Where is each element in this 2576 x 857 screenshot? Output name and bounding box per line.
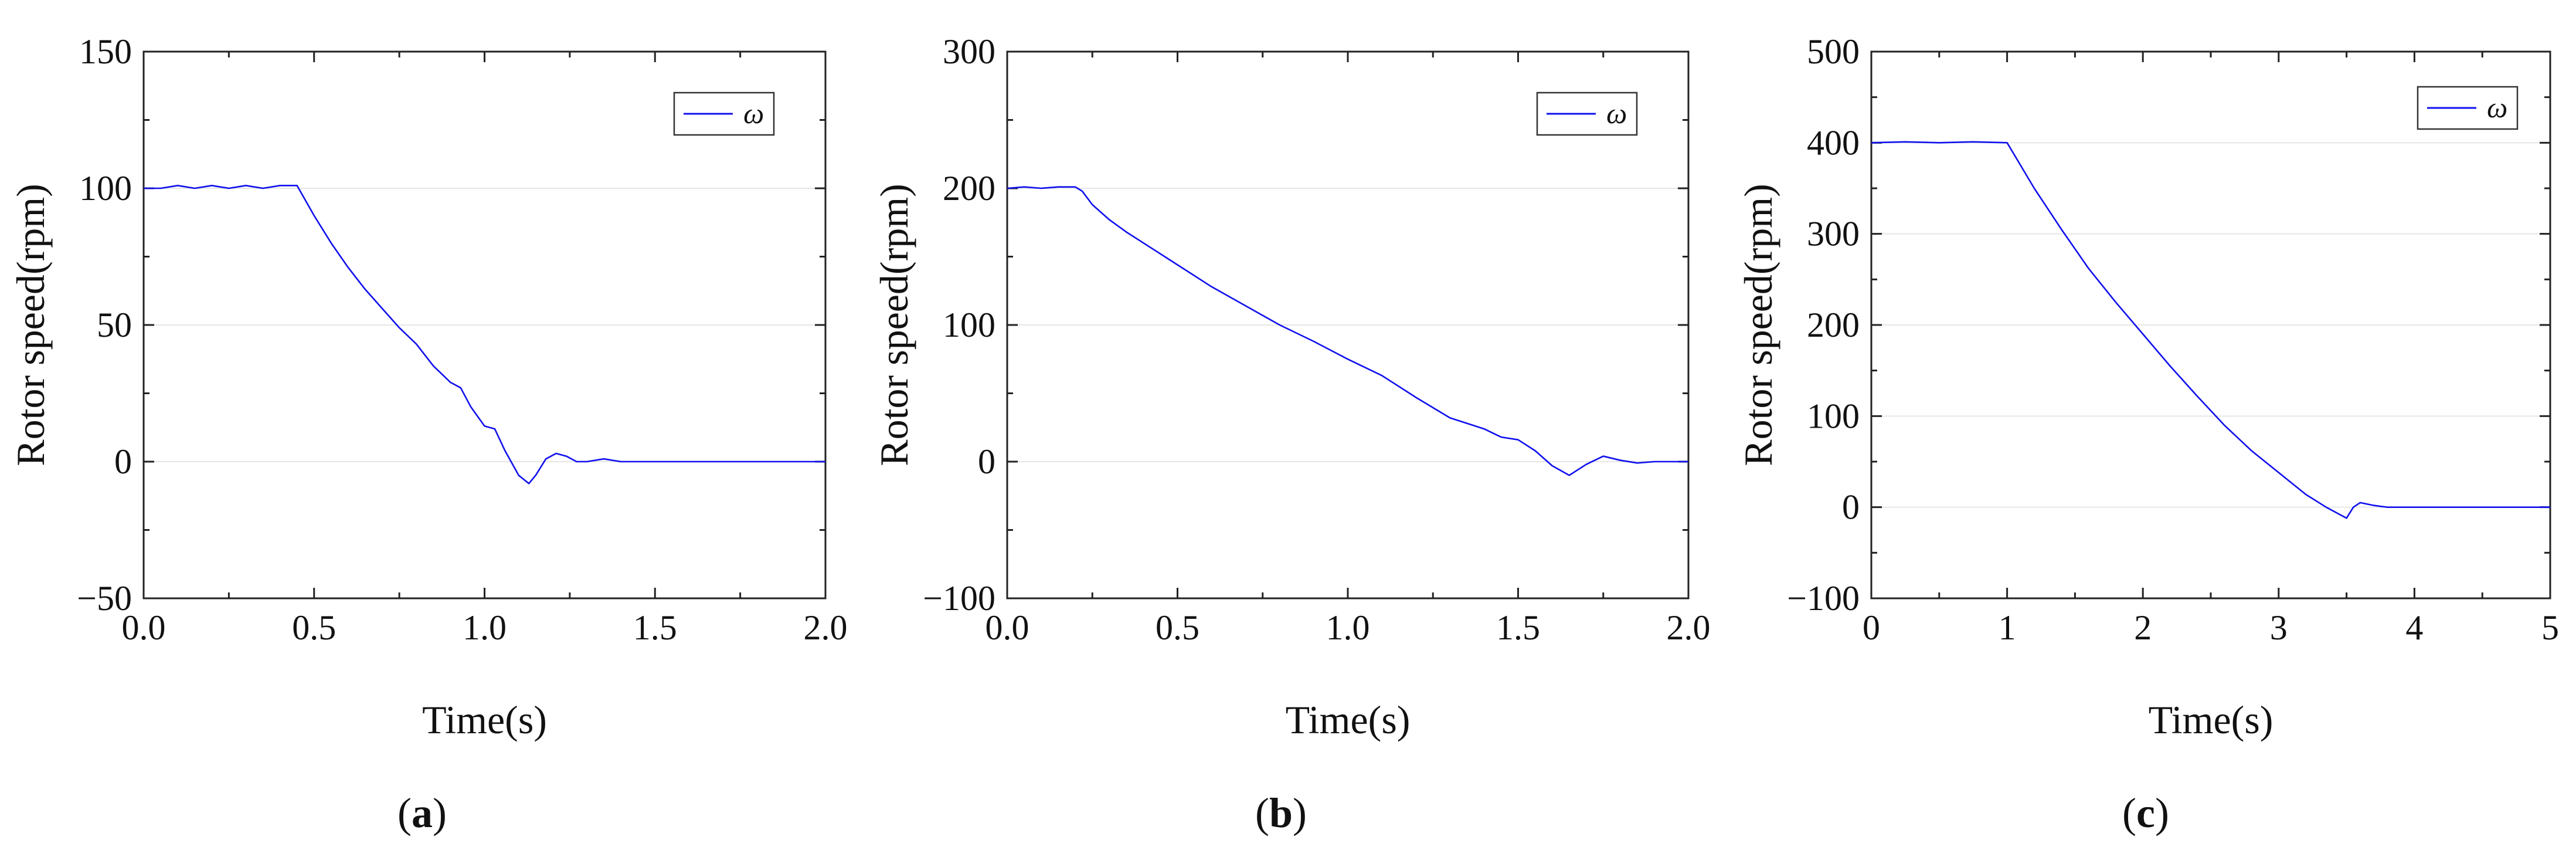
x-tick-label: 0 xyxy=(1863,608,1880,647)
legend-label: ω xyxy=(1606,97,1627,130)
y-tick-label: 50 xyxy=(97,306,132,344)
y-axis-title: Rotor speed(rpm) xyxy=(1736,184,1780,466)
y-tick-label: 400 xyxy=(1807,123,1860,162)
series-line-omega xyxy=(144,184,825,485)
y-tick-label: 0 xyxy=(978,442,995,481)
y-tick-label: −100 xyxy=(923,579,995,618)
y-tick-label: 100 xyxy=(943,306,995,344)
y-axis-title: Rotor speed(rpm) xyxy=(872,184,916,466)
series-line-omega xyxy=(1871,141,2550,519)
x-tick-label: 1.5 xyxy=(1496,608,1540,647)
y-axis-title: Rotor speed(rpm) xyxy=(8,184,53,466)
panel-label: (a) xyxy=(397,790,447,836)
x-tick-label: 0.0 xyxy=(985,608,1029,647)
y-tick-label: 0 xyxy=(1842,488,1860,527)
x-tick-label: 2.0 xyxy=(804,608,848,647)
y-tick-label: −100 xyxy=(1787,579,1860,618)
x-tick-label: 1 xyxy=(1999,608,2016,647)
x-axis-title: Time(s) xyxy=(1286,697,1411,742)
x-tick-label: 5 xyxy=(2541,608,2559,647)
y-tick-label: 100 xyxy=(1807,397,1860,435)
x-tick-label: 3 xyxy=(2270,608,2288,647)
x-axis-title: Time(s) xyxy=(422,697,547,742)
panel-label: (b) xyxy=(1255,790,1307,836)
y-tick-label: 300 xyxy=(943,32,995,71)
x-tick-label: 0.5 xyxy=(1156,608,1199,647)
y-tick-label: 150 xyxy=(79,32,132,71)
y-tick-label: 200 xyxy=(1807,306,1860,344)
y-tick-label: −50 xyxy=(77,579,132,618)
x-tick-label: 4 xyxy=(2405,608,2423,647)
legend-label: ω xyxy=(743,97,764,130)
y-tick-label: 200 xyxy=(943,169,995,208)
x-tick-label: 0.0 xyxy=(122,608,166,647)
y-tick-label: 300 xyxy=(1807,215,1860,253)
y-tick-label: 100 xyxy=(79,169,132,208)
x-tick-label: 0.5 xyxy=(292,608,336,647)
series-line-omega xyxy=(1007,186,1688,476)
panel-label: (c) xyxy=(2122,790,2169,836)
panel-b: −100 0 100 200 300 0.0 0.5 1.0 1.5 2.0 Time(s) Roto… xyxy=(872,32,1711,836)
x-axis-title: Time(s) xyxy=(2149,697,2273,742)
x-tick-label: 1.5 xyxy=(633,608,677,647)
panel-a: −50 0 50 100 150 0.0 0.5 1.0 1.5 2.0 Time(s) Rotor … xyxy=(8,32,848,836)
x-tick-label: 2.0 xyxy=(1667,608,1711,647)
y-tick-label: 500 xyxy=(1807,32,1860,71)
x-tick-label: 1.0 xyxy=(1326,608,1370,647)
x-tick-label: 1.0 xyxy=(463,608,507,647)
y-tick-label: 0 xyxy=(114,442,132,481)
x-tick-label: 2 xyxy=(2134,608,2152,647)
legend-label: ω xyxy=(2487,91,2507,124)
